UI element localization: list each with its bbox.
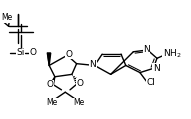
Text: NH$_2$: NH$_2$ (163, 48, 181, 60)
Text: Me: Me (1, 13, 12, 22)
Text: O: O (30, 48, 37, 57)
Text: O: O (47, 80, 54, 89)
Polygon shape (48, 53, 51, 65)
Text: O: O (65, 50, 72, 59)
Text: Si: Si (17, 48, 25, 57)
Text: Cl: Cl (147, 78, 156, 87)
Text: N: N (143, 45, 150, 54)
Text: N: N (89, 60, 96, 69)
Text: O: O (77, 79, 84, 88)
Text: Me: Me (46, 98, 58, 107)
Polygon shape (51, 77, 55, 84)
Text: Me: Me (73, 98, 84, 107)
Text: N: N (153, 64, 159, 73)
